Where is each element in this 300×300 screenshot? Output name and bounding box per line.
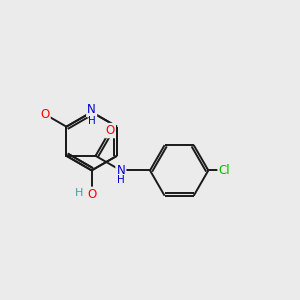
Text: O: O — [87, 188, 96, 201]
Text: H: H — [75, 188, 84, 198]
Text: N: N — [87, 103, 96, 116]
Text: N: N — [116, 164, 125, 177]
Text: H: H — [117, 175, 125, 185]
Text: O: O — [106, 124, 115, 137]
Text: H: H — [88, 116, 95, 126]
Text: Cl: Cl — [219, 164, 230, 177]
Text: O: O — [40, 108, 50, 121]
